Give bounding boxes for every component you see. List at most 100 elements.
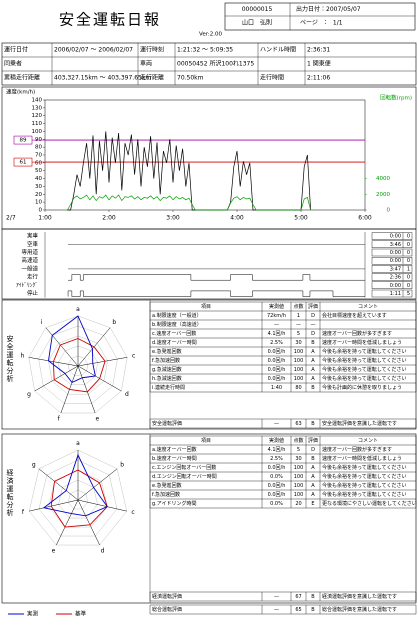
status-count: 0	[407, 234, 410, 240]
radar-axis-label: g	[32, 461, 36, 468]
table-cell: 100	[294, 358, 304, 364]
status-cell	[371, 232, 413, 240]
y-axis-label: 速度(km/h)	[6, 88, 35, 96]
table-cell: 2.5%	[270, 340, 283, 346]
table-cell: h.急減速回数	[152, 375, 182, 382]
table-cell: 1	[297, 313, 300, 319]
y-tick-label: 130	[32, 105, 43, 111]
table-cell: d.エンジン回転オーバー時間	[152, 474, 217, 480]
date-label: 2/7	[6, 215, 16, 222]
table-cell: b.制限速度（高速道）	[152, 321, 202, 328]
radar-grid	[29, 449, 127, 546]
radar-axis-label: e	[95, 416, 99, 423]
data-line	[67, 194, 311, 211]
status-frame	[1, 228, 417, 300]
table-cell: 67	[295, 594, 301, 600]
info-value: 403,327.15km ～ 403,397.65km	[54, 75, 151, 82]
radar-reference	[52, 338, 106, 393]
info-value: 2:36:31	[307, 47, 330, 54]
status-cell	[371, 248, 413, 257]
radar-axis-label: d	[101, 547, 105, 554]
version: Ver:2.00	[199, 32, 222, 38]
table-cell: 100	[294, 465, 304, 471]
table-cell: 今後も余裕を持って運転してください	[322, 366, 406, 373]
table-cell: 63	[295, 421, 301, 427]
status-label: ｱｲﾄﾞﾘﾝｸﾞ	[16, 282, 38, 289]
status-time: 1:11	[390, 291, 401, 297]
table-cell: 100	[294, 349, 304, 355]
output-date: 出力日付：2007/05/07	[296, 5, 361, 13]
table-cell: 経済運転評価を意識した運転です	[322, 593, 397, 600]
status-time: 0:00	[390, 234, 401, 240]
table-cell: 0.0回/h	[268, 376, 286, 382]
status-cell	[371, 273, 413, 281]
table-cell: —	[274, 594, 279, 600]
radar-axis-label: f	[58, 416, 61, 423]
legend-label: 基準	[75, 610, 87, 618]
plot-area	[44, 99, 366, 211]
table-cell: 今後も余裕を持って運転してください	[322, 464, 406, 471]
table-cell: 4.1回/h	[268, 331, 286, 337]
section-title: 経済運転分析	[6, 468, 14, 517]
radar-axis	[45, 327, 79, 367]
table-cell: B	[311, 607, 315, 613]
table-cell: A	[311, 358, 315, 364]
table-cell: 100	[294, 474, 304, 480]
radar-grid	[38, 459, 118, 537]
y-tick-label: 140	[32, 98, 43, 104]
table-cell: B	[311, 385, 315, 391]
info-value: 00050452 所沢100れ1375	[177, 60, 254, 68]
radar-axis-label: b	[112, 319, 116, 326]
table-cell: 総合運転評価	[152, 606, 182, 613]
status-label: 停止	[27, 289, 39, 297]
table-cell: 今後も余裕を持って運転してください	[322, 491, 406, 498]
radar-axis-label: e	[52, 547, 56, 554]
table-cell: 65	[295, 607, 301, 613]
status-time: 0:00	[390, 258, 401, 264]
table-cell: c.速度オーバー回数	[152, 330, 196, 337]
status-label: 走行	[27, 273, 39, 281]
info-label: ハンドル時間	[260, 46, 296, 54]
info-label: 走行時間	[260, 74, 284, 82]
table-cell: A	[311, 367, 315, 373]
x-tick-label: 3:00	[166, 215, 180, 222]
table-cell: 0.0回/h	[268, 465, 286, 471]
table-header: 項目	[201, 438, 211, 444]
table-cell: 0.0回/h	[268, 358, 286, 364]
header-box	[224, 2, 416, 31]
table-header: コメント	[358, 304, 378, 310]
table-cell: —	[274, 421, 279, 427]
section-title: 安全運転分析	[6, 335, 14, 383]
y2-axis-label: 回転数(rpm)	[380, 94, 412, 102]
table-cell: 1:40	[271, 385, 282, 391]
radar-grid	[38, 325, 118, 404]
status-count: 1	[407, 266, 410, 272]
status-time: 0:00	[390, 283, 401, 289]
table-cell: 今後も計画的に休憩を取りましょう	[322, 384, 402, 391]
table-cell: 80	[295, 385, 301, 391]
table-cell: 0.0回/h	[268, 492, 286, 498]
radar-axis	[29, 499, 79, 512]
table-cell: 100	[294, 376, 304, 382]
radar-grid	[58, 345, 98, 385]
table-cell: e.急発進回数	[152, 482, 182, 489]
table-header: 点数	[293, 437, 303, 444]
table-cell: A	[311, 492, 315, 498]
table-cell: B	[311, 340, 315, 346]
status-count: 0	[407, 250, 410, 256]
radar-axis-label: g	[27, 391, 31, 398]
status-count: 0	[407, 258, 410, 264]
radar-axis-label: i	[41, 319, 43, 326]
y-tick-label: 10	[35, 200, 42, 206]
info-value: 2006/02/07 ～ 2006/02/07	[54, 47, 133, 54]
table-cell: 0.0回/h	[268, 367, 286, 373]
radar-axis-label: h	[20, 353, 24, 360]
table-cell: 72km/h	[267, 313, 286, 319]
table-cell: 安全運転評価	[152, 420, 182, 427]
table-cell: 速度オーバー回数が多すぎます	[322, 330, 392, 337]
info-label: 累積走行距離	[4, 74, 40, 82]
table-cell: A	[311, 349, 315, 355]
y-tick-label: 80	[35, 145, 42, 151]
